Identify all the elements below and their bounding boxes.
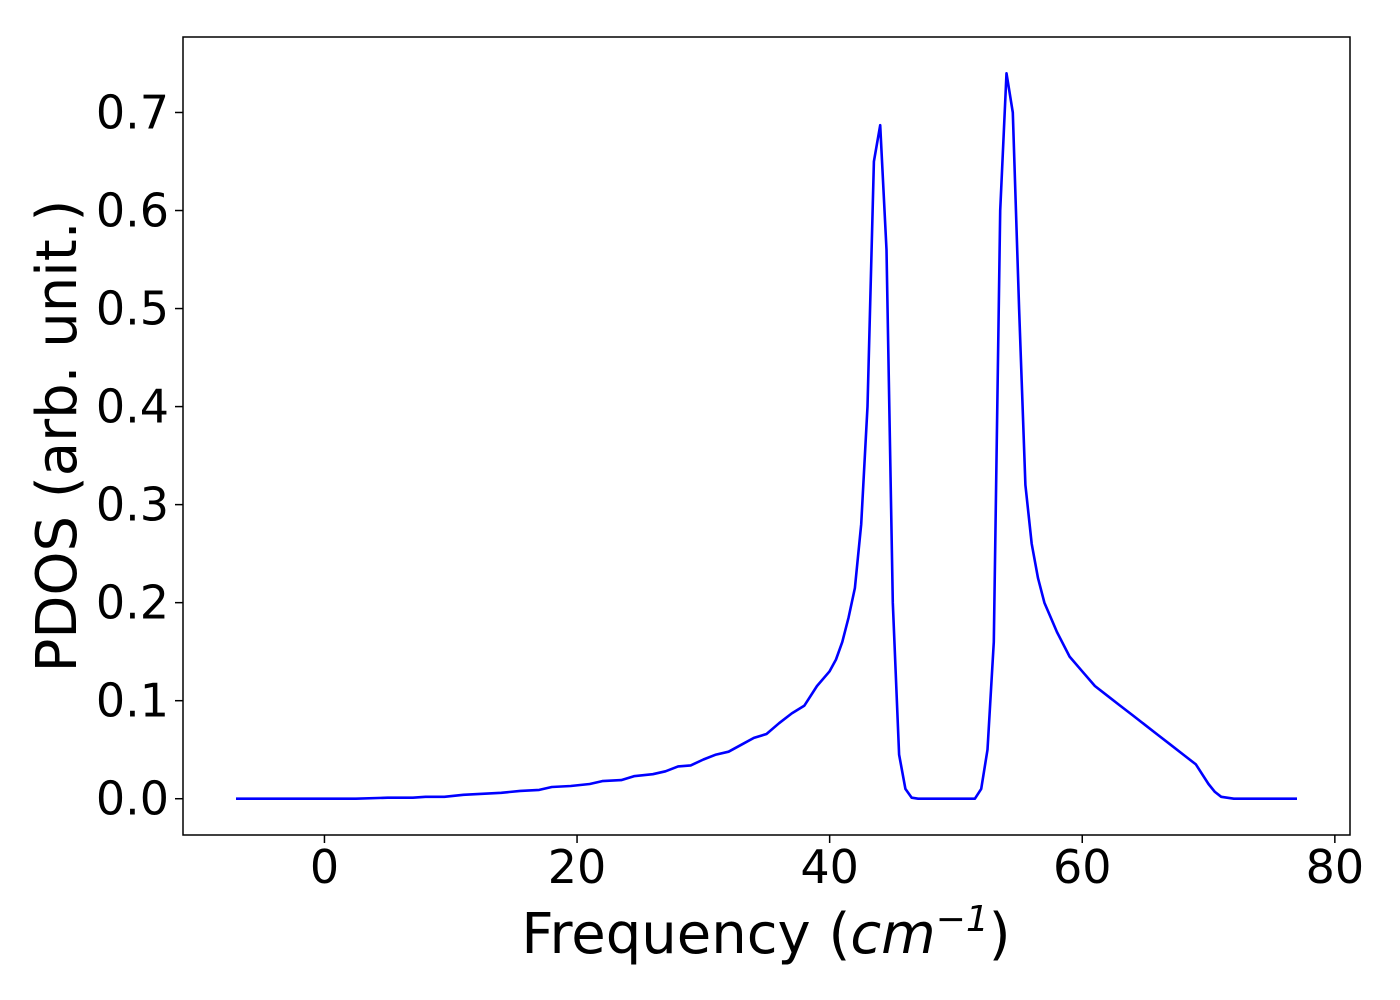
x-tick-label: 0: [310, 840, 339, 894]
y-tick-label: 0.1: [96, 674, 169, 728]
x-tick-label: 20: [548, 840, 607, 894]
y-tick-label: 0.0: [96, 772, 169, 826]
y-tick-label: 0.3: [96, 478, 169, 532]
pdos-series-line: [236, 72, 1297, 800]
x-tick-label: 80: [1306, 840, 1365, 894]
y-tick-label: 0.4: [96, 380, 169, 434]
y-axis-ticks: 0.0 0.1 0.2 0.3 0.4 0.5 0.6 0.7: [96, 85, 183, 826]
y-tick-label: 0.6: [96, 184, 169, 238]
y-axis-label: PDOS (arb. unit.): [25, 200, 90, 673]
x-tick-label: 40: [800, 840, 859, 894]
x-tick-label: 60: [1053, 840, 1112, 894]
y-tick-label: 0.5: [96, 282, 169, 336]
y-tick-label: 0.2: [96, 576, 169, 630]
plot-area: [182, 36, 1351, 836]
y-tick-label: 0.7: [96, 85, 169, 139]
x-axis-label: Frequency (cm−1): [521, 899, 1010, 967]
x-axis-ticks: 0 20 40 60 80: [310, 835, 1364, 894]
